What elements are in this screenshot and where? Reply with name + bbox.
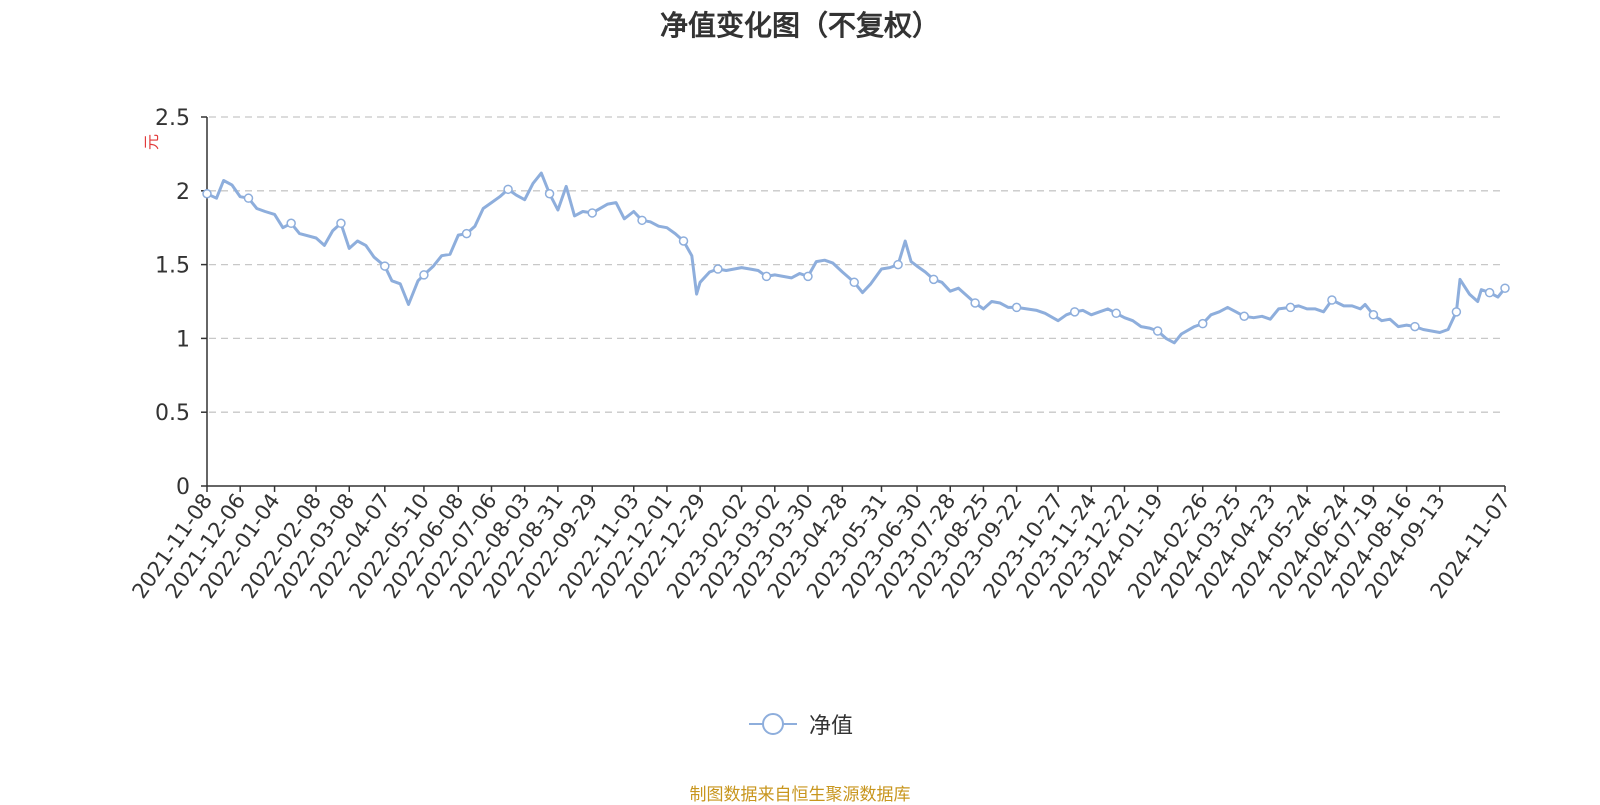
- data-point-marker: [1285, 302, 1296, 313]
- data-point-marker: [1500, 283, 1510, 293]
- source-note: 制图数据来自恒生聚源数据库: [689, 785, 911, 805]
- y-tick-label: 1: [176, 327, 190, 352]
- data-point-marker: [461, 228, 472, 239]
- y-axis-unit-label: 元: [142, 133, 161, 150]
- data-point-marker: [1069, 307, 1080, 317]
- data-point-marker: [849, 277, 859, 288]
- data-point-marker: [1484, 287, 1495, 298]
- data-point-marker: [202, 189, 212, 199]
- data-point-marker: [678, 236, 689, 246]
- data-point-marker: [1451, 307, 1462, 317]
- data-point-marker: [380, 261, 390, 271]
- data-point-marker: [761, 271, 772, 282]
- y-tick-label: 0.5: [155, 401, 190, 426]
- data-point-marker: [1111, 308, 1121, 319]
- y-tick-label: 2.5: [155, 106, 190, 131]
- data-point-marker: [243, 193, 254, 203]
- data-point-marker: [503, 184, 513, 195]
- data-point-marker: [637, 215, 647, 226]
- legend-line-circle-icon: [748, 713, 797, 735]
- data-point-marker: [970, 298, 980, 308]
- data-point-marker: [1327, 295, 1337, 305]
- data-point-marker: [928, 274, 939, 285]
- x-tick-labels: 2021-11-082021-12-062022-01-042022-02-08…: [127, 489, 1515, 603]
- series-line: [205, 171, 1507, 345]
- data-point-marker: [1011, 302, 1022, 313]
- legend-label: 净值: [808, 714, 853, 739]
- series-markers: [202, 184, 1510, 336]
- y-tick-label: 1.5: [155, 254, 190, 279]
- data-point-marker: [419, 270, 429, 280]
- data-point-marker: [1410, 321, 1420, 332]
- gridlines: [209, 116, 1505, 413]
- data-point-marker: [803, 271, 813, 282]
- axes: [201, 116, 1506, 492]
- data-point-marker: [713, 264, 723, 274]
- data-point-marker: [587, 208, 598, 218]
- data-point-marker: [1368, 310, 1379, 320]
- y-tick-labels: 0 0.5 1 1.5 2 2.5: [155, 106, 190, 500]
- data-point-marker: [1152, 326, 1163, 336]
- y-tick-label: 0: [176, 475, 190, 500]
- data-point-marker: [1239, 311, 1249, 322]
- data-point-marker: [286, 218, 296, 229]
- chart-title: 净值变化图（不复权）: [659, 9, 940, 42]
- data-point-marker: [893, 259, 903, 270]
- data-point-marker: [336, 218, 346, 229]
- data-point-marker: [544, 189, 555, 199]
- data-point-marker: [1197, 318, 1208, 329]
- series-net-value: [205, 171, 1507, 345]
- y-tick-label: 2: [176, 180, 190, 205]
- legend[interactable]: 净值: [0, 708, 1600, 742]
